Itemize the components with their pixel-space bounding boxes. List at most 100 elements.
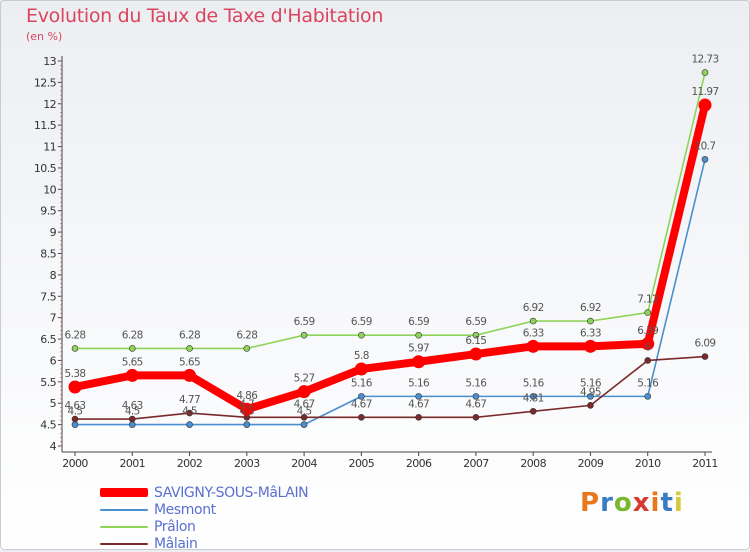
y-tick-label: 11.5 xyxy=(34,119,57,132)
data-label-3: 4.63 xyxy=(65,400,86,412)
data-label-0: 11.97 xyxy=(691,86,718,98)
data-label-1: 5.16 xyxy=(637,377,659,389)
y-tick-label: 9.5 xyxy=(40,205,56,218)
data-point-3 xyxy=(300,414,308,421)
y-tick-label: 13 xyxy=(43,55,56,68)
data-point-3 xyxy=(587,402,594,409)
data-label-3: 6.09 xyxy=(695,338,716,350)
y-tick-label: 6 xyxy=(50,354,57,367)
data-label-3: 4.77 xyxy=(179,394,200,406)
data-label-1: 4.5 xyxy=(239,406,254,418)
logo-letter: r xyxy=(600,488,614,518)
data-label-2: 6.28 xyxy=(179,329,200,341)
legend-swatch xyxy=(100,542,148,545)
data-label-1: 4.5 xyxy=(297,406,312,418)
data-label-3: 6 xyxy=(645,341,652,353)
data-point-0 xyxy=(583,339,597,353)
legend-swatch xyxy=(100,488,148,497)
y-tick-label: 8.5 xyxy=(40,248,56,261)
data-point-1 xyxy=(472,393,480,400)
data-point-0 xyxy=(68,380,82,394)
data-label-0: 5.97 xyxy=(408,343,429,355)
data-point-2 xyxy=(71,345,79,352)
y-tick-label: 10 xyxy=(43,183,56,196)
x-tick-label: 2002 xyxy=(177,457,203,470)
data-label-0: 6.33 xyxy=(523,327,544,339)
logo-letter: x xyxy=(632,488,651,518)
data-point-1 xyxy=(358,393,365,400)
data-point-2 xyxy=(644,309,652,316)
data-point-3 xyxy=(415,414,422,421)
data-label-2: 6.28 xyxy=(122,329,143,341)
data-point-3 xyxy=(71,415,79,423)
data-point-2 xyxy=(300,331,308,339)
data-point-0 xyxy=(240,402,254,416)
logo-letter: P xyxy=(580,488,601,518)
data-label-0: 5.27 xyxy=(294,373,315,385)
legend-swatch xyxy=(100,525,148,528)
x-tick-label: 2005 xyxy=(349,457,375,470)
x-tick-label: 2008 xyxy=(520,457,546,470)
y-tick-label: 7.5 xyxy=(40,290,56,303)
data-label-2: 6.28 xyxy=(236,329,257,341)
data-point-3 xyxy=(128,415,136,423)
data-point-3 xyxy=(358,414,365,421)
legend-label: SAVIGNY-SOUS-MâLAIN xyxy=(154,484,309,501)
logo-letter: t xyxy=(660,488,674,518)
series-line-2 xyxy=(74,71,706,350)
y-tick-label: 12 xyxy=(43,98,56,111)
data-label-1: 5.16 xyxy=(408,377,430,389)
data-point-1 xyxy=(701,156,709,163)
data-label-3: 4.67 xyxy=(408,398,429,410)
legend-item: Mâlain xyxy=(100,535,308,552)
y-tick-label: 7 xyxy=(50,312,57,325)
data-label-1: 5.16 xyxy=(465,377,487,389)
data-point-0 xyxy=(641,337,655,351)
legend-item: Prâlon xyxy=(100,518,308,535)
x-tick-label: 2010 xyxy=(635,457,661,470)
y-tick-label: 11 xyxy=(43,141,56,154)
data-label-3: 4.7 xyxy=(239,398,254,410)
data-label-3: 4.67 xyxy=(465,398,486,410)
data-label-3: 4.81 xyxy=(523,392,544,404)
data-point-1 xyxy=(300,421,308,428)
y-tick-label: 12.5 xyxy=(34,76,57,89)
data-label-3: 4.95 xyxy=(580,386,601,398)
data-point-3 xyxy=(701,353,709,360)
data-label-2: 6.92 xyxy=(523,302,544,314)
y-tick-label: 5 xyxy=(50,397,57,410)
data-label-0: 4.86 xyxy=(236,390,258,402)
x-tick-label: 2003 xyxy=(234,457,260,470)
data-point-2 xyxy=(701,69,709,76)
data-point-3 xyxy=(644,357,652,364)
data-point-1 xyxy=(415,393,422,400)
data-point-0 xyxy=(698,98,712,112)
data-point-2 xyxy=(472,331,480,339)
data-point-1 xyxy=(529,393,537,400)
data-point-1 xyxy=(186,421,193,428)
data-point-0 xyxy=(297,385,311,399)
legend-label: Mâlain xyxy=(154,535,198,552)
x-tick-label: 2000 xyxy=(62,457,88,470)
logo-letter: o xyxy=(613,488,633,518)
data-point-0 xyxy=(125,368,139,382)
proxiti-logo: Proxiti xyxy=(580,488,684,518)
data-label-1: 4.5 xyxy=(68,406,83,418)
legend-item: SAVIGNY-SOUS-MâLAIN xyxy=(100,484,309,501)
data-point-0 xyxy=(354,362,368,376)
y-tick-label: 10.5 xyxy=(34,162,57,175)
data-point-0 xyxy=(412,355,426,369)
data-label-2: 6.59 xyxy=(408,316,429,328)
data-point-3 xyxy=(529,408,537,415)
data-label-0: 5.8 xyxy=(354,350,369,362)
data-label-3: 4.67 xyxy=(351,398,372,410)
data-point-2 xyxy=(358,331,365,339)
data-label-1: 4.5 xyxy=(125,406,140,418)
x-tick-label: 2004 xyxy=(291,457,317,470)
data-label-2: 12.73 xyxy=(691,54,718,66)
x-tick-label: 2011 xyxy=(692,457,718,470)
data-label-1: 5.16 xyxy=(580,377,602,389)
y-tick-label: 4.5 xyxy=(40,419,56,432)
data-label-1: 10.7 xyxy=(695,140,716,152)
data-point-2 xyxy=(529,317,537,325)
